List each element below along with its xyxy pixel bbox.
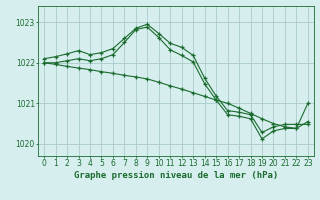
- X-axis label: Graphe pression niveau de la mer (hPa): Graphe pression niveau de la mer (hPa): [74, 171, 278, 180]
